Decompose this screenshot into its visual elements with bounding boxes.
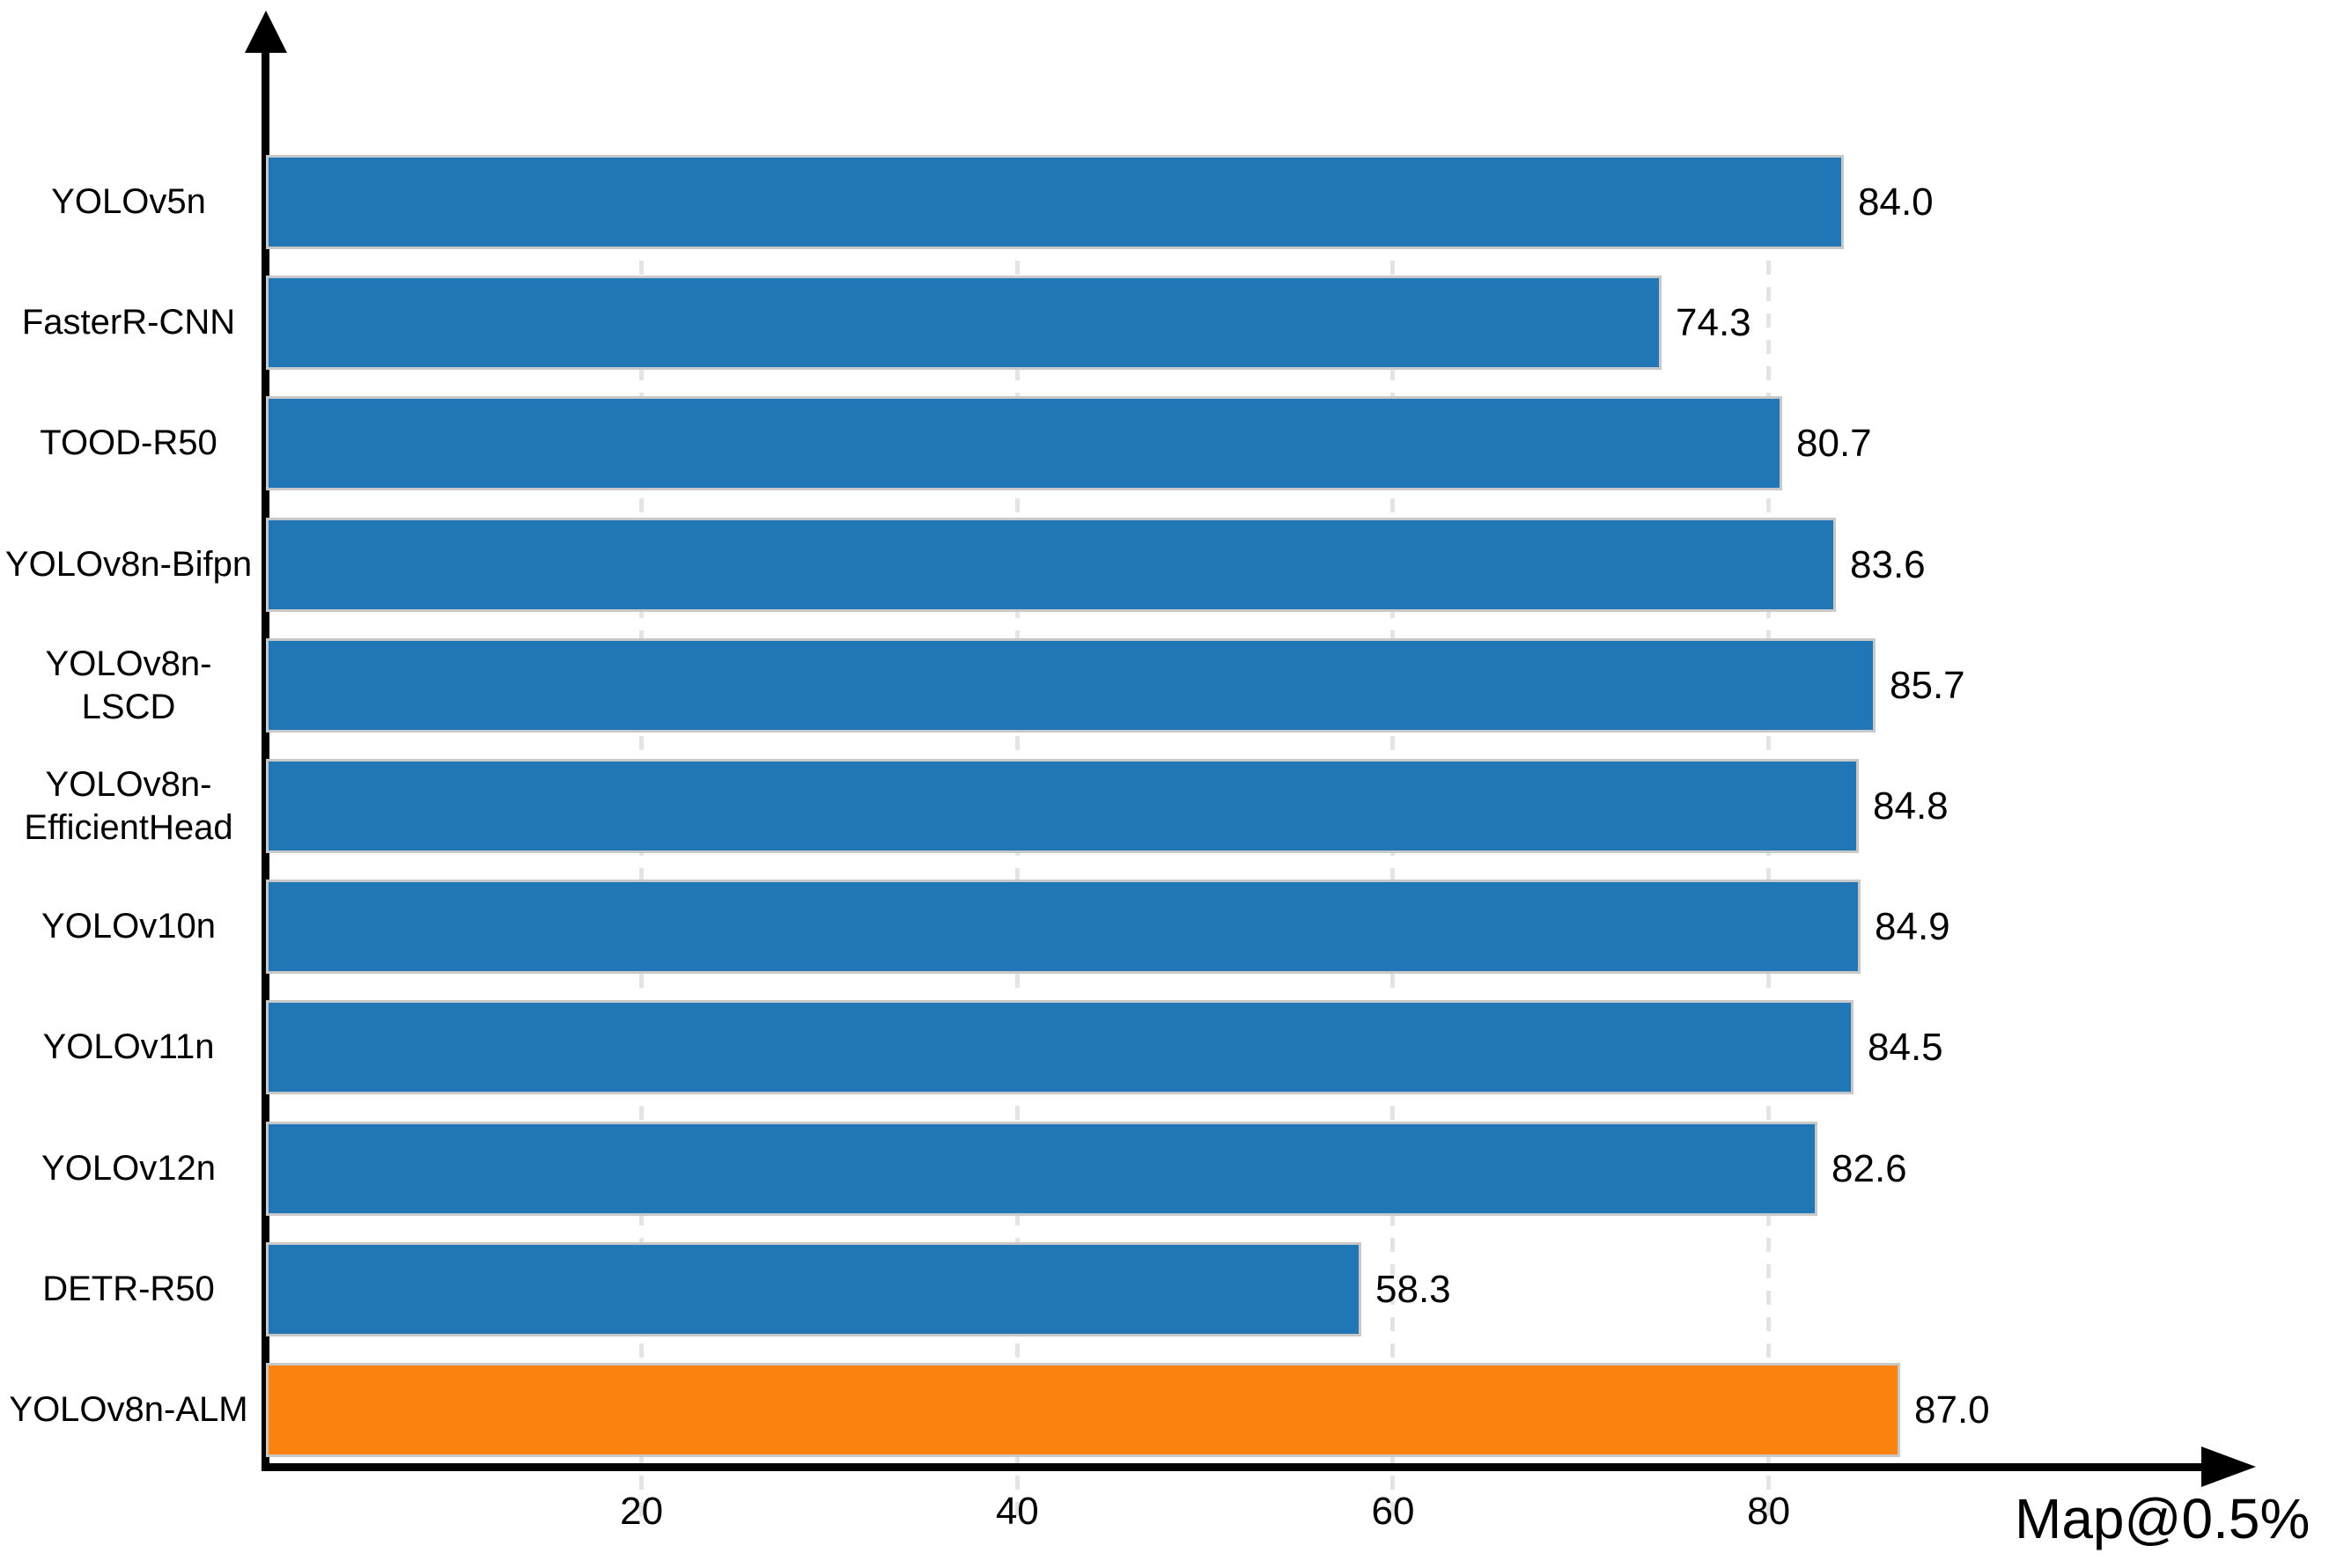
bar <box>266 1000 1854 1094</box>
bar <box>266 880 1861 974</box>
bar-row: DETR-R50 58.3 <box>0 1242 2329 1336</box>
category-label: YOLOv8n-ALM <box>9 1390 248 1430</box>
y-axis-arrowhead <box>245 11 287 53</box>
bar <box>266 396 1782 490</box>
value-label: 84.5 <box>1868 1026 1943 1069</box>
bar-row: YOLOv12n 82.6 <box>0 1122 2329 1216</box>
x-axis-arrowhead <box>2201 1447 2256 1487</box>
x-axis-line <box>262 1463 2204 1471</box>
bar-row: YOLOv8n-ALM 87.0 <box>0 1363 2329 1457</box>
value-label: 82.6 <box>1832 1147 1907 1190</box>
category-label: TOOD-R50 <box>40 423 217 463</box>
value-label: 84.8 <box>1873 784 1949 828</box>
bar-row: TOOD-R50 80.7 <box>0 396 2329 490</box>
bar-row: YOLOv5n 84.0 <box>0 155 2329 249</box>
x-tick-label: 60 <box>1371 1490 1415 1533</box>
value-label: 85.7 <box>1890 664 1965 707</box>
bar-row: YOLOv8n-LSCD 85.7 <box>0 638 2329 732</box>
value-label: 84.0 <box>1858 180 1934 224</box>
value-label: 83.6 <box>1850 543 1926 586</box>
category-label: YOLOv8n- EfficientHead <box>24 764 233 847</box>
category-label: YOLOv5n <box>51 182 206 222</box>
x-tick-label: 80 <box>1747 1490 1791 1533</box>
bar <box>266 638 1876 732</box>
category-label: YOLOv10n <box>41 907 216 946</box>
category-label: YOLOv11n <box>42 1027 215 1067</box>
bar-row: YOLOv10n 84.9 <box>0 880 2329 974</box>
y-axis-line <box>262 46 269 1471</box>
category-label: YOLOv8n-LSCD <box>45 644 212 726</box>
value-label: 58.3 <box>1375 1268 1451 1311</box>
category-label: YOLOv12n <box>41 1149 216 1189</box>
value-label: 74.3 <box>1676 301 1751 344</box>
bar-row: FasterR-CNN 74.3 <box>0 276 2329 370</box>
value-label: 84.9 <box>1875 905 1950 948</box>
bar <box>266 155 1844 249</box>
bar <box>266 1363 1900 1457</box>
value-label: 87.0 <box>1914 1388 1990 1432</box>
bar <box>266 276 1662 370</box>
bar <box>266 1122 1817 1216</box>
bar-row: YOLOv11n 84.5 <box>0 1000 2329 1094</box>
bar <box>266 1242 1361 1336</box>
x-tick-label: 40 <box>995 1490 1039 1533</box>
bar <box>266 518 1836 612</box>
category-label: DETR-R50 <box>42 1270 215 1309</box>
bar-row: YOLOv8n- EfficientHead 84.8 <box>0 759 2329 853</box>
bar-row: YOLOv8n-Bifpn 83.6 <box>0 518 2329 612</box>
x-tick-label: 20 <box>620 1490 664 1533</box>
x-axis-title: Map@0.5% <box>2015 1487 2311 1550</box>
value-label: 80.7 <box>1796 422 1872 465</box>
category-label: YOLOv8n-Bifpn <box>4 545 253 585</box>
bar <box>266 759 1859 853</box>
category-label: FasterR-CNN <box>21 303 236 342</box>
